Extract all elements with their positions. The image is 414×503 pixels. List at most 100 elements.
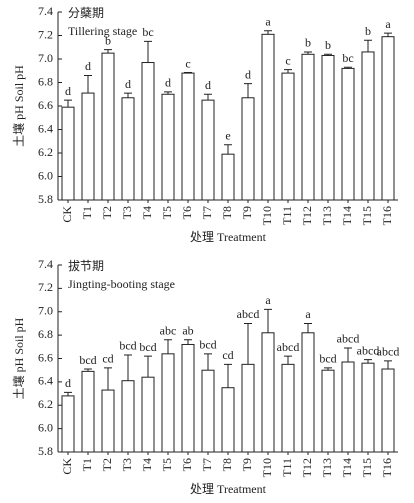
y-tick-label: 7.2 xyxy=(38,280,53,294)
y-tick-label: 6.6 xyxy=(38,350,53,364)
x-tick-label: T7 xyxy=(200,206,214,219)
bar xyxy=(121,380,135,453)
x-tick-label: T13 xyxy=(320,458,334,477)
bar xyxy=(221,387,235,453)
x-tick-label: T15 xyxy=(360,206,374,225)
bar xyxy=(161,93,175,201)
error-bar xyxy=(64,391,72,396)
significance-letter: a xyxy=(305,307,311,321)
bar xyxy=(141,376,155,453)
error-bar xyxy=(104,367,112,391)
bar xyxy=(321,369,335,453)
x-tick-label: T15 xyxy=(360,458,374,477)
significance-letter: abcd xyxy=(337,332,360,346)
x-tick-label: T5 xyxy=(160,458,174,471)
error-bar xyxy=(284,355,292,365)
y-tick-label: 7.2 xyxy=(38,27,53,41)
error-bar xyxy=(264,30,272,35)
significance-letter: abcd xyxy=(237,307,260,321)
x-tick-label: T11 xyxy=(280,458,294,477)
error-bar xyxy=(344,347,352,363)
error-bar xyxy=(204,93,212,101)
significance-letter: b xyxy=(105,33,111,47)
error-bar xyxy=(364,359,372,364)
significance-letter: d xyxy=(65,84,71,98)
significance-letter: bcd xyxy=(79,353,96,367)
bar xyxy=(141,62,155,201)
y-tick-label: 6.8 xyxy=(38,74,53,88)
bar xyxy=(121,97,135,201)
bar xyxy=(261,33,275,201)
x-tick-label: T1 xyxy=(80,458,94,471)
chart-subtitle: Jingting-booting stage xyxy=(68,277,175,291)
x-tick-label: T2 xyxy=(100,458,114,471)
error-bar xyxy=(184,72,192,74)
error-bar xyxy=(164,91,172,95)
error-bar xyxy=(364,39,372,52)
error-bar xyxy=(124,92,132,98)
significance-letter: abc xyxy=(160,324,177,338)
significance-letter: bcd xyxy=(119,339,136,353)
y-tick-label: 7.0 xyxy=(38,51,53,65)
error-bar xyxy=(204,353,212,371)
error-bar xyxy=(104,49,112,54)
error-bar xyxy=(384,360,392,370)
error-bar xyxy=(324,53,332,56)
y-tick-label: 7.0 xyxy=(38,304,53,318)
error-bar xyxy=(84,368,92,372)
bar xyxy=(361,362,375,453)
significance-letter: a xyxy=(265,293,271,307)
bar xyxy=(181,343,195,453)
bar xyxy=(101,52,115,201)
x-tick-label: T10 xyxy=(260,206,274,225)
significance-letter: c xyxy=(185,56,190,70)
x-tick-label: T13 xyxy=(320,206,334,225)
y-tick-label: 5.8 xyxy=(38,444,53,458)
error-bar xyxy=(284,69,292,74)
x-tick-label: T8 xyxy=(220,206,234,219)
bar xyxy=(101,389,115,453)
significance-letter: cd xyxy=(102,352,113,366)
significance-letter: b xyxy=(325,38,331,52)
significance-letter: a xyxy=(385,17,391,31)
bar xyxy=(301,53,315,201)
significance-letter: bcd xyxy=(199,338,216,352)
x-tick-label: T9 xyxy=(240,458,254,471)
x-tick-label: T11 xyxy=(280,206,294,225)
x-tick-label: T12 xyxy=(300,206,314,225)
significance-letter: cd xyxy=(222,348,233,362)
x-tick-label: T12 xyxy=(300,458,314,477)
x-tick-label: T14 xyxy=(340,206,354,225)
significance-letter: abcd xyxy=(377,345,400,359)
x-tick-label: T4 xyxy=(140,206,154,219)
y-tick-label: 6.4 xyxy=(38,121,53,135)
y-tick-label: 6.0 xyxy=(38,420,53,434)
significance-letter: d xyxy=(65,376,71,390)
significance-letter: b xyxy=(305,36,311,50)
y-tick-label: 6.0 xyxy=(38,168,53,182)
significance-letter: d xyxy=(165,76,171,90)
error-bar xyxy=(324,367,332,371)
x-axis-label: 处理 Treatment xyxy=(190,482,267,496)
bar xyxy=(381,368,395,453)
y-tick-label: 5.8 xyxy=(38,192,53,206)
bar xyxy=(81,92,95,201)
error-bar xyxy=(344,66,352,69)
error-bar xyxy=(244,322,252,365)
bar xyxy=(221,153,235,201)
bar xyxy=(201,369,215,453)
x-tick-label: CK xyxy=(60,458,74,475)
x-tick-label: T14 xyxy=(340,458,354,477)
bar xyxy=(381,36,395,201)
significance-letter: abcd xyxy=(277,340,300,354)
x-axis-label: 处理 Treatment xyxy=(190,230,267,244)
bar xyxy=(281,72,295,201)
x-tick-label: T6 xyxy=(180,458,194,471)
y-tick-label: 6.6 xyxy=(38,98,53,112)
bar xyxy=(241,97,255,201)
bar xyxy=(81,370,95,453)
bar xyxy=(261,332,275,453)
x-tick-label: T9 xyxy=(240,206,254,219)
y-tick-label: 6.2 xyxy=(38,397,53,411)
